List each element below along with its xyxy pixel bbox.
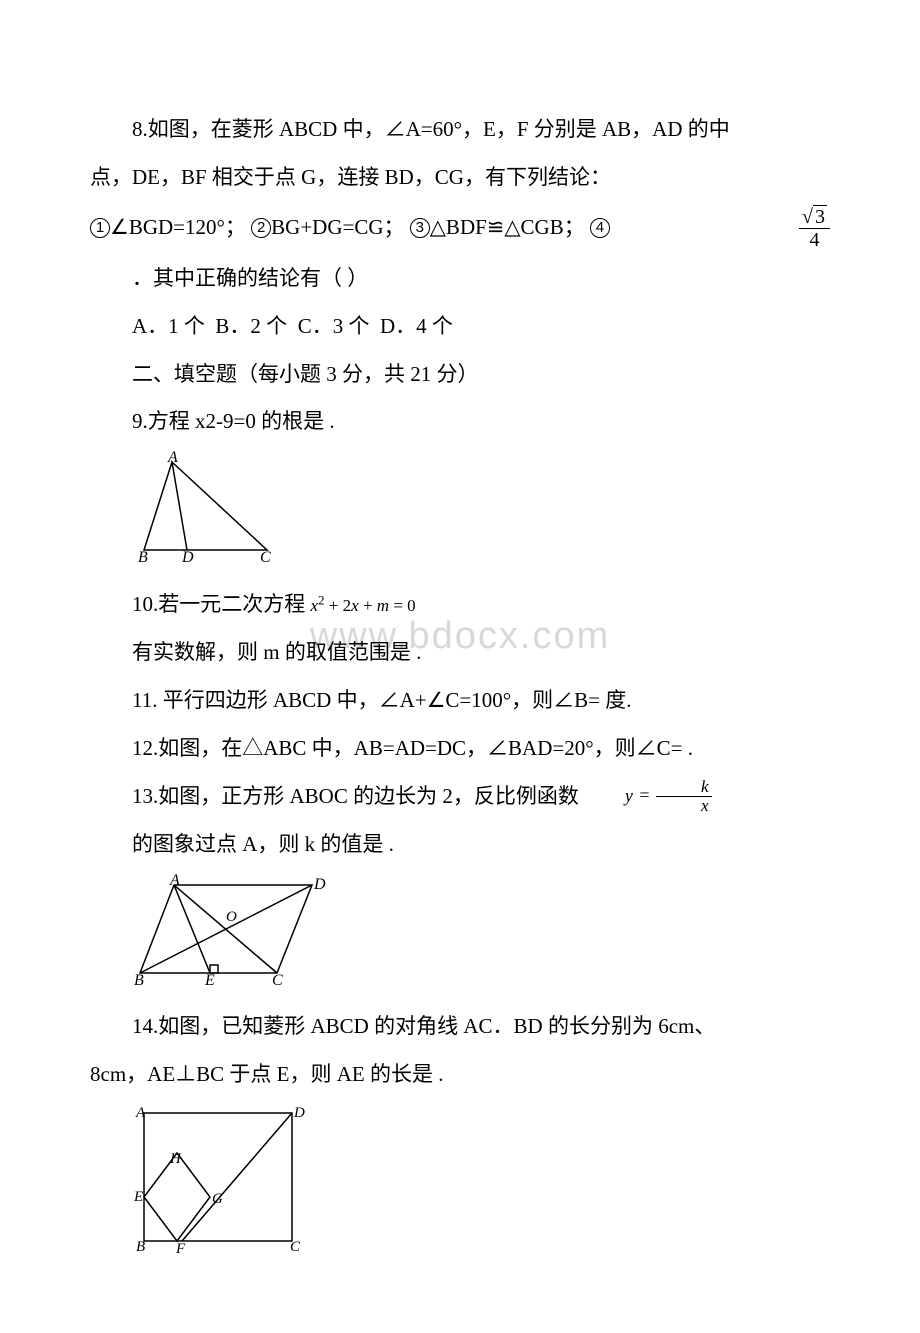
svg-text:B: B (134, 972, 144, 988)
q14-line2: 8cm，AE⊥BC 于点 E，则 AE 的长是 . (90, 1055, 830, 1095)
q10-lead: 10.若一元二次方程 (132, 592, 305, 616)
fig-square-rhombus: A D E B F C H G (132, 1103, 830, 1267)
svg-text:C: C (290, 1239, 301, 1253)
svg-text:G: G (212, 1191, 223, 1207)
q8-stmt1: ∠BGD=120°； (110, 208, 246, 248)
q9: 9.方程 x2-9=0 的根是 . (90, 402, 830, 442)
svg-text:D: D (313, 876, 326, 893)
q12: 12.如图，在△ABC 中，AB=AD=DC，∠BAD=20°，则∠C= . (90, 729, 830, 769)
svg-text:F: F (175, 1241, 186, 1253)
svg-text:A: A (169, 873, 180, 889)
q10-tail: 有实数解，则 m 的取值范围是 . (90, 633, 830, 673)
svg-text:C: C (272, 972, 283, 988)
page-content: 8.如图，在菱形 ABCD 中，∠A=60°，E，F 分别是 AB，AD 的中 … (90, 110, 830, 1267)
q8-tail: ．其中正确的结论有（ ） (90, 259, 830, 299)
q8-stmt3: △BDF≌△CGB； (430, 208, 585, 248)
svg-text:A: A (167, 450, 178, 466)
q8-optC: C．3 个 (298, 314, 370, 338)
sqrt-icon: 3 (802, 206, 827, 228)
fig-parallelogram: A D B E C O (132, 873, 830, 1002)
q13-lead: 13.如图，正方形 ABOC 的边长为 2，反比例函数 (90, 777, 579, 817)
svg-text:B: B (136, 1239, 145, 1253)
svg-text:A: A (135, 1105, 146, 1121)
svg-text:H: H (169, 1151, 182, 1167)
circ-4: 4 (590, 218, 610, 238)
parallelogram-svg: A D B E C O (132, 873, 327, 988)
section2-heading: 二、填空题（每小题 3 分，共 21 分） (90, 355, 830, 395)
svg-text:E: E (133, 1189, 143, 1205)
q8-optA: A．1 个 (132, 314, 205, 338)
svg-text:D: D (181, 549, 194, 565)
q11: 11. 平行四边形 ABCD 中，∠A+∠C=100°，则∠B= 度. (90, 681, 830, 721)
q8-fraction: 3 4 (799, 206, 830, 251)
q13-tail: 的图象过点 A，则 k 的值是 . (90, 825, 830, 865)
svg-text:C: C (260, 549, 271, 565)
q8-stmt2: BG+DG=CG； (271, 208, 404, 248)
q8-optD: D．4 个 (380, 314, 453, 338)
fig-triangle-abd: A B D C (132, 450, 830, 579)
circ-2: 2 (251, 218, 271, 238)
q8-statements: 1 ∠BGD=120°； 2 BG+DG=CG； 3 △BDF≌△CGB； 4 … (90, 206, 830, 251)
q10: 10.若一元二次方程 x2 + 2x + m = 0 (90, 585, 830, 625)
svg-text:B: B (138, 549, 148, 565)
svg-text:E: E (204, 972, 215, 988)
triangle-svg: A B D C (132, 450, 282, 565)
q13: 13.如图，正方形 ABOC 的边长为 2，反比例函数 y = k x (90, 777, 830, 817)
q8-optB: B．2 个 (215, 314, 287, 338)
q14-line1: 14.如图，已知菱形 ABCD 的对角线 AC．BD 的长分别为 6cm、 (90, 1007, 830, 1047)
svg-text:O: O (226, 909, 237, 925)
q8-options: A．1 个 B．2 个 C．3 个 D．4 个 (90, 307, 830, 347)
circ-1: 1 (90, 218, 110, 238)
svg-text:D: D (293, 1105, 305, 1121)
circ-3: 3 (410, 218, 430, 238)
square-rhombus-svg: A D E B F C H G (132, 1103, 312, 1253)
q8-line2: 点，DE，BF 相交于点 G，连接 BD，CG，有下列结论： (90, 158, 830, 198)
q10-eq: x2 + 2x + m = 0 (311, 596, 416, 615)
q8-line1: 8.如图，在菱形 ABCD 中，∠A=60°，E，F 分别是 AB，AD 的中 (90, 110, 830, 150)
